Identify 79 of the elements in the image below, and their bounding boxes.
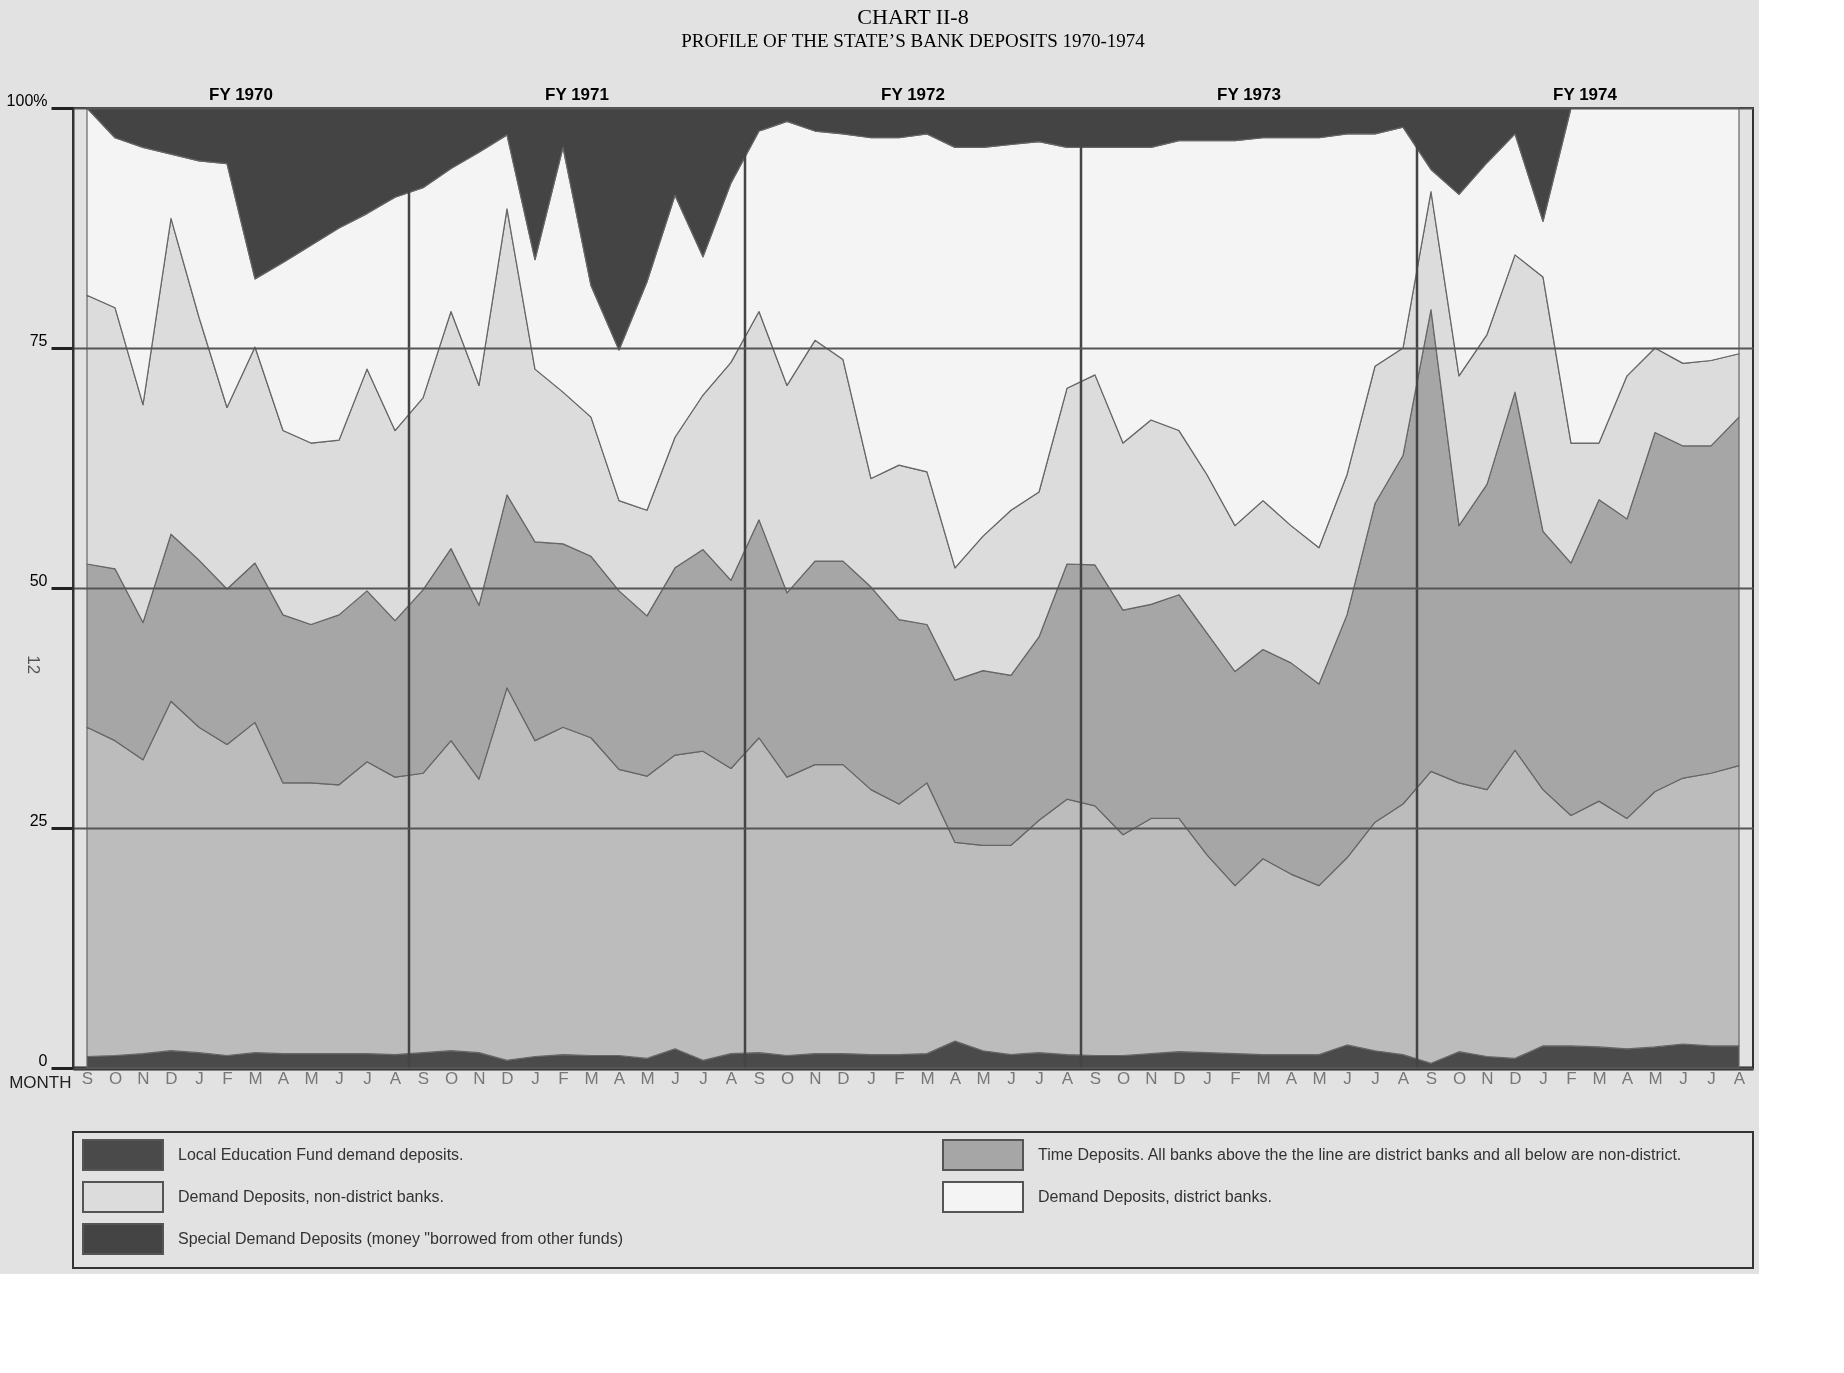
x-tick-label: J xyxy=(531,1068,540,1088)
x-tick-label: J xyxy=(1707,1068,1716,1088)
x-tick-label: J xyxy=(1203,1068,1212,1088)
text: FY 1971 xyxy=(545,85,609,104)
x-tick-label: A xyxy=(1061,1068,1074,1088)
chart-title: CHART II-8 xyxy=(857,4,969,29)
x-tick-label: N xyxy=(137,1068,150,1088)
text: FY 1970 xyxy=(209,85,273,104)
x-tick-label: S xyxy=(1089,1068,1102,1088)
x-tick-label: F xyxy=(558,1068,569,1088)
x-tick-label: M xyxy=(584,1068,599,1088)
x-tick-label: J xyxy=(1035,1068,1044,1088)
x-tick-label: J xyxy=(1679,1068,1688,1088)
legend-label: Local Education Fund demand deposits. xyxy=(178,1146,464,1163)
x-tick-label: F xyxy=(1230,1068,1241,1088)
x-tick-label: S xyxy=(753,1068,766,1088)
y-tick-label: 0 xyxy=(38,1051,48,1069)
x-tick-label: M xyxy=(304,1068,319,1088)
x-tick-label: J xyxy=(671,1068,680,1088)
y-tick-label: 75 xyxy=(29,331,48,349)
x-tick-label: M xyxy=(640,1068,655,1088)
x-tick-label: O xyxy=(444,1068,459,1088)
legend-label: Demand Deposits, non-district banks. xyxy=(178,1188,444,1205)
legend-label: Special Demand Deposits (money "borrowed from other funds) xyxy=(178,1230,623,1247)
x-tick-label: O xyxy=(1452,1068,1467,1088)
x-tick-label: O xyxy=(780,1068,795,1088)
x-tick-label: M xyxy=(1312,1068,1327,1088)
text: FY 1972 xyxy=(881,85,945,104)
x-tick-label: M xyxy=(1648,1068,1663,1088)
text: 12 xyxy=(24,655,43,675)
x-tick-label: J xyxy=(363,1068,372,1088)
text: FY 1973 xyxy=(1217,85,1281,104)
y-tick-label: 50 xyxy=(29,571,48,589)
x-tick-label: J xyxy=(195,1068,204,1088)
y-tick-label: 25 xyxy=(29,811,48,829)
y-tick-label: 100% xyxy=(6,91,48,109)
x-tick-label: F xyxy=(222,1068,233,1088)
x-tick-label: J xyxy=(1007,1068,1016,1088)
x-tick-label: D xyxy=(501,1068,514,1088)
x-tick-label: A xyxy=(1733,1068,1746,1088)
x-tick-label: S xyxy=(417,1068,430,1088)
x-tick-label: M xyxy=(1256,1068,1271,1088)
x-tick-label: A xyxy=(1397,1068,1410,1088)
x-tick-label: J xyxy=(867,1068,876,1088)
x-tick-label: A xyxy=(1621,1068,1634,1088)
x-tick-label: M xyxy=(1592,1068,1607,1088)
x-tick-label: D xyxy=(837,1068,850,1088)
x-tick-label: J xyxy=(1371,1068,1380,1088)
x-tick-label: D xyxy=(1509,1068,1522,1088)
x-tick-label: O xyxy=(1116,1068,1131,1088)
x-tick-label: A xyxy=(1285,1068,1298,1088)
x-tick-label: N xyxy=(1145,1068,1158,1088)
legend-label: Time Deposits. All banks above the the line are district banks and all below are non-district. xyxy=(1038,1146,1682,1163)
x-tick-label: D xyxy=(165,1068,178,1088)
x-tick-label: F xyxy=(894,1068,905,1088)
legend-label: Demand Deposits, district banks. xyxy=(1038,1188,1272,1205)
x-axis-title: MONTH xyxy=(9,1072,72,1092)
x-tick-label: A xyxy=(277,1068,290,1088)
x-tick-label: F xyxy=(1566,1068,1577,1088)
chart-subtitle: PROFILE OF THE STATE’S BANK DEPOSITS 1970-1974 xyxy=(681,30,1146,51)
x-tick-label: O xyxy=(108,1068,123,1088)
text: FY 1974 xyxy=(1553,85,1618,104)
x-tick-label: M xyxy=(976,1068,991,1088)
x-tick-label: N xyxy=(473,1068,486,1088)
x-tick-label: N xyxy=(809,1068,822,1088)
x-tick-label: J xyxy=(1539,1068,1548,1088)
x-tick-label: J xyxy=(699,1068,708,1088)
x-tick-label: S xyxy=(81,1068,94,1088)
x-tick-label: J xyxy=(1343,1068,1352,1088)
x-tick-label: M xyxy=(248,1068,263,1088)
x-tick-label: D xyxy=(1173,1068,1186,1088)
x-tick-label: S xyxy=(1425,1068,1438,1088)
x-tick-label: A xyxy=(949,1068,962,1088)
x-tick-label: A xyxy=(613,1068,626,1088)
x-tick-label: M xyxy=(920,1068,935,1088)
x-tick-label: A xyxy=(725,1068,738,1088)
x-tick-label: A xyxy=(389,1068,402,1088)
x-tick-label: J xyxy=(335,1068,344,1088)
x-tick-label: N xyxy=(1481,1068,1494,1088)
